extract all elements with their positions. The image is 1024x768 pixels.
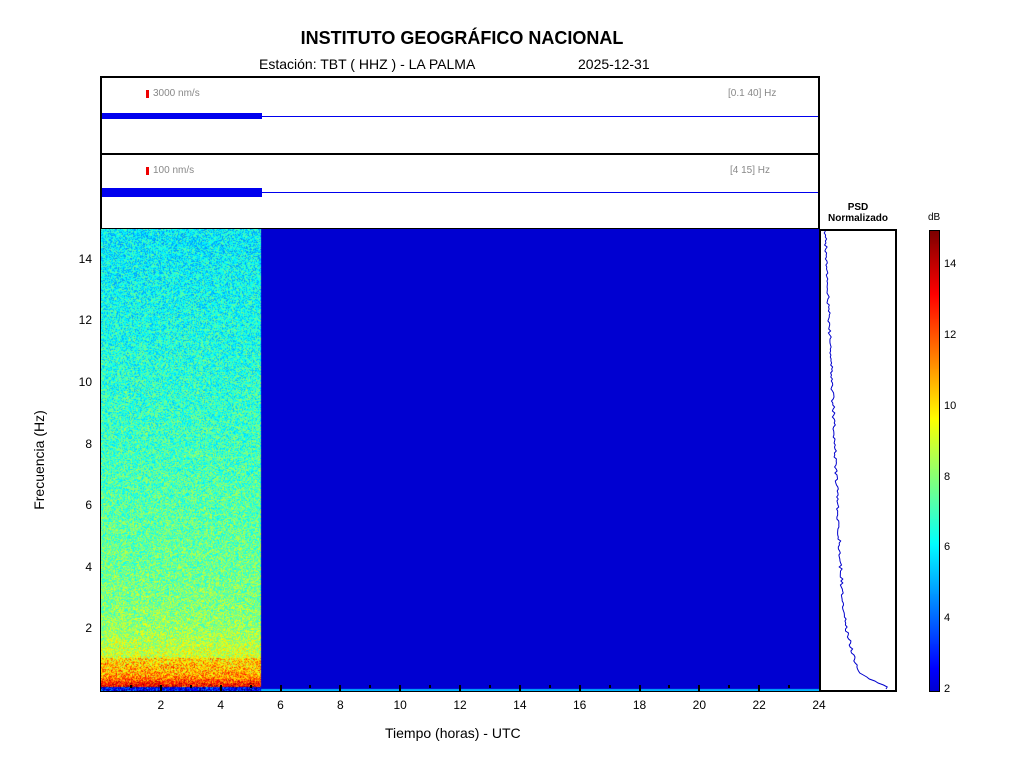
date-label: 2025-12-31 xyxy=(578,56,650,72)
title: INSTITUTO GEOGRÁFICO NACIONAL xyxy=(0,28,924,49)
x-tick xyxy=(579,685,581,691)
x-tick-label: 4 xyxy=(211,698,231,712)
x-tick xyxy=(369,685,371,688)
colorbar-tick: 14 xyxy=(944,258,956,270)
trace-band: [0.1 40] Hz xyxy=(728,88,776,99)
trace-signal xyxy=(102,113,262,119)
x-tick xyxy=(489,685,491,688)
colorbar-tick: 8 xyxy=(944,471,950,483)
x-tick-label: 10 xyxy=(390,698,410,712)
x-tick-label: 22 xyxy=(749,698,769,712)
colorbar-label: dB xyxy=(928,212,940,223)
trace-panel-1: 3000 nm/s [0.1 40] Hz xyxy=(100,76,820,155)
x-tick xyxy=(459,685,461,691)
colorbar-tick: 10 xyxy=(944,400,956,412)
colorbar xyxy=(929,230,940,692)
y-tick-label: 8 xyxy=(70,437,92,451)
scale-bar-icon xyxy=(146,90,149,98)
y-tick-label: 4 xyxy=(70,560,92,574)
x-tick xyxy=(280,685,282,691)
x-tick xyxy=(190,685,192,688)
x-tick xyxy=(339,685,341,691)
y-tick-label: 12 xyxy=(70,313,92,327)
psd-title-2: Normalizado xyxy=(800,213,916,224)
x-tick xyxy=(728,685,730,688)
colorbar-tick: 2 xyxy=(944,683,950,695)
x-tick-label: 14 xyxy=(510,698,530,712)
y-tick-label: 2 xyxy=(70,621,92,635)
x-tick xyxy=(250,685,252,688)
trace-scale: 3000 nm/s xyxy=(153,88,200,99)
x-tick xyxy=(549,685,551,688)
x-axis-label: Tiempo (horas) - UTC xyxy=(385,725,521,741)
x-tick xyxy=(220,685,222,691)
x-tick xyxy=(519,685,521,691)
x-tick xyxy=(698,685,700,691)
colorbar-tick: 4 xyxy=(944,612,950,624)
spectrogram-frame xyxy=(100,228,820,692)
x-tick xyxy=(609,685,611,688)
x-tick-label: 16 xyxy=(570,698,590,712)
trace-panel-2: 100 nm/s [4 15] Hz xyxy=(100,153,820,231)
x-tick xyxy=(788,685,790,688)
trace-signal xyxy=(102,188,262,197)
x-tick xyxy=(399,685,401,691)
x-tick-label: 8 xyxy=(330,698,350,712)
x-tick xyxy=(639,685,641,691)
y-tick-label: 6 xyxy=(70,498,92,512)
station-label: Estación: TBT ( HHZ ) - LA PALMA xyxy=(259,56,475,72)
trace-scale: 100 nm/s xyxy=(153,165,194,176)
x-tick-label: 18 xyxy=(630,698,650,712)
y-tick-label: 10 xyxy=(70,375,92,389)
x-tick xyxy=(130,685,132,688)
trace-band: [4 15] Hz xyxy=(730,165,770,176)
x-tick xyxy=(758,685,760,691)
psd-title: PSD Normalizado xyxy=(800,202,916,224)
x-tick-label: 20 xyxy=(689,698,709,712)
x-tick xyxy=(668,685,670,688)
x-tick xyxy=(309,685,311,688)
y-axis-label: Frecuencia (Hz) xyxy=(31,400,47,520)
y-tick-label: 14 xyxy=(70,252,92,266)
scale-bar-icon xyxy=(146,167,149,175)
x-tick xyxy=(160,685,162,691)
colorbar-tick: 12 xyxy=(944,329,956,341)
colorbar-tick: 6 xyxy=(944,541,950,553)
x-tick-label: 12 xyxy=(450,698,470,712)
x-tick xyxy=(429,685,431,688)
x-tick-label: 6 xyxy=(271,698,291,712)
x-tick-label: 2 xyxy=(151,698,171,712)
x-tick-label: 24 xyxy=(809,698,829,712)
psd-panel xyxy=(819,229,897,692)
psd-title-1: PSD xyxy=(800,202,916,213)
